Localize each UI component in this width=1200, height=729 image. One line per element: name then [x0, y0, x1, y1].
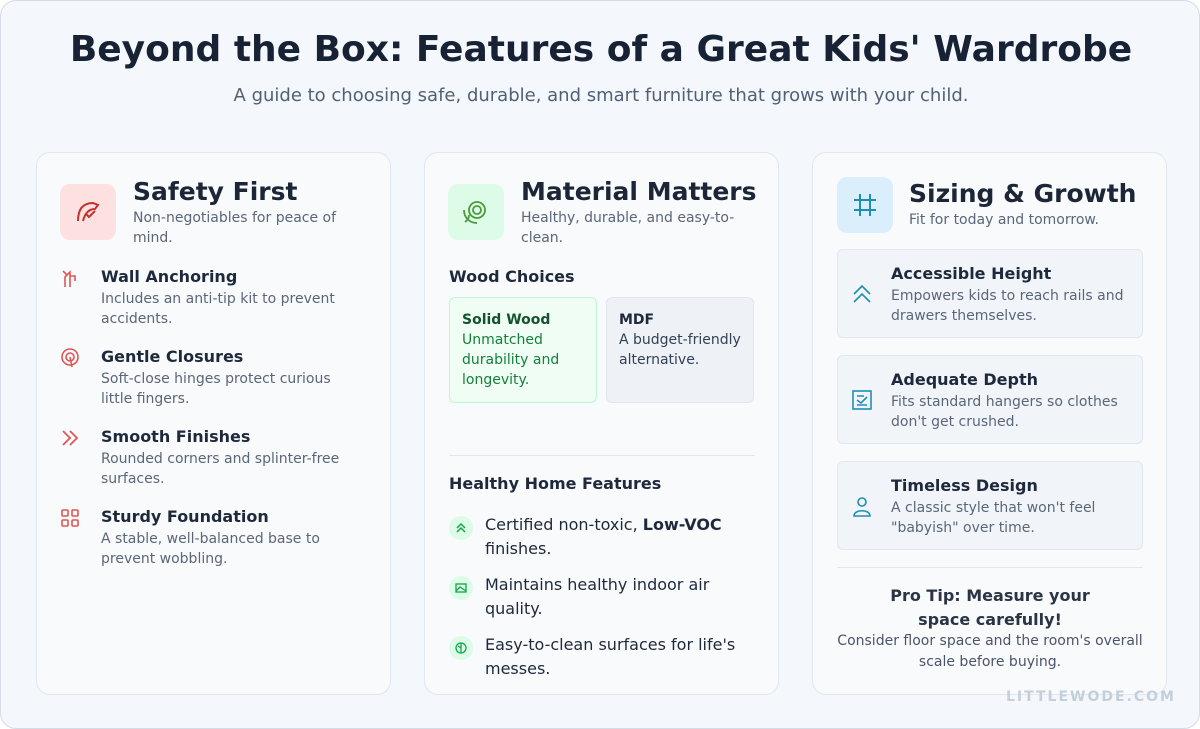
- box-text: Empowers kids to reach rails and drawers…: [891, 288, 1124, 324]
- card-subtitle: Healthy, durable, and easy-to-clean.: [521, 210, 735, 246]
- feature-text: Easy-to-clean surfaces for life's messes…: [485, 635, 736, 678]
- card-title: Material Matters: [521, 177, 757, 206]
- watermark: LITTLEWODE.COM: [1006, 689, 1176, 705]
- item-text: Soft-close hinges protect curious little…: [101, 371, 331, 407]
- item-title: Smooth Finishes: [101, 427, 251, 446]
- item-title: Gentle Closures: [101, 347, 244, 366]
- box-text: A classic style that won't feel "babyish…: [891, 500, 1096, 536]
- card: Sizing & Growth Fit for today and tomorr…: [812, 152, 1167, 695]
- card-subtitle: Fit for today and tomorrow.: [909, 212, 1100, 228]
- wood-option: Solid Wood Unmatched durability and long…: [449, 297, 597, 403]
- wood-option: MDF A budget-friendly alternative.: [606, 297, 754, 403]
- feature-box: Adequate Depth Fits standard hangers so …: [837, 355, 1143, 444]
- feature-text: Certified non-toxic,: [485, 515, 638, 534]
- box-text: Fits standard hangers so clothes don't g…: [891, 394, 1118, 430]
- item-title: Sturdy Foundation: [101, 507, 269, 526]
- item-text: A stable, well-balanced base to prevent …: [101, 531, 320, 567]
- option-title: MDF: [619, 312, 655, 328]
- page-title: Beyond the Box: Features of a Great Kids…: [69, 29, 1133, 70]
- tip-title: Pro Tip: Measure your space carefully!: [890, 586, 1090, 629]
- item-title: Wall Anchoring: [101, 267, 238, 286]
- feature-bold: Low-VOC: [642, 515, 722, 534]
- card-title: Sizing & Growth: [909, 179, 1137, 208]
- option-title: Solid Wood: [462, 312, 551, 328]
- option-text: A budget-friendly alternative.: [619, 332, 741, 368]
- feature-text: finishes.: [485, 539, 552, 558]
- page-subtitle: A guide to choosing safe, durable, and s…: [233, 85, 969, 106]
- box-title: Timeless Design: [891, 476, 1038, 495]
- divider: [837, 567, 1143, 568]
- option-text: Unmatched durability and longevity.: [462, 332, 560, 388]
- card: Material Matters Healthy, durable, and e…: [424, 152, 779, 695]
- card-subtitle: Non-negotiables for peace of mind.: [133, 210, 337, 246]
- feature-text: Maintains healthy indoor air quality.: [485, 575, 710, 618]
- card-title: Safety First: [133, 177, 298, 206]
- card: Safety First Non-negotiables for peace o…: [36, 152, 391, 695]
- item-text: Includes an anti-tip kit to prevent acci…: [101, 291, 335, 327]
- box-title: Adequate Depth: [891, 370, 1039, 389]
- tip-text: Consider floor space and the room's over…: [837, 633, 1143, 670]
- section-heading: Healthy Home Features: [449, 474, 662, 493]
- feature-box: Accessible Height Empowers kids to reach…: [837, 249, 1143, 338]
- box-title: Accessible Height: [891, 264, 1052, 283]
- divider: [449, 455, 755, 456]
- feature-box: Timeless Design A classic style that won…: [837, 461, 1143, 550]
- section-heading: Wood Choices: [449, 267, 575, 286]
- card-icon: [60, 184, 116, 240]
- card-icon: [837, 177, 893, 233]
- card-icon: [448, 184, 504, 240]
- item-text: Rounded corners and splinter-free surfac…: [101, 451, 340, 487]
